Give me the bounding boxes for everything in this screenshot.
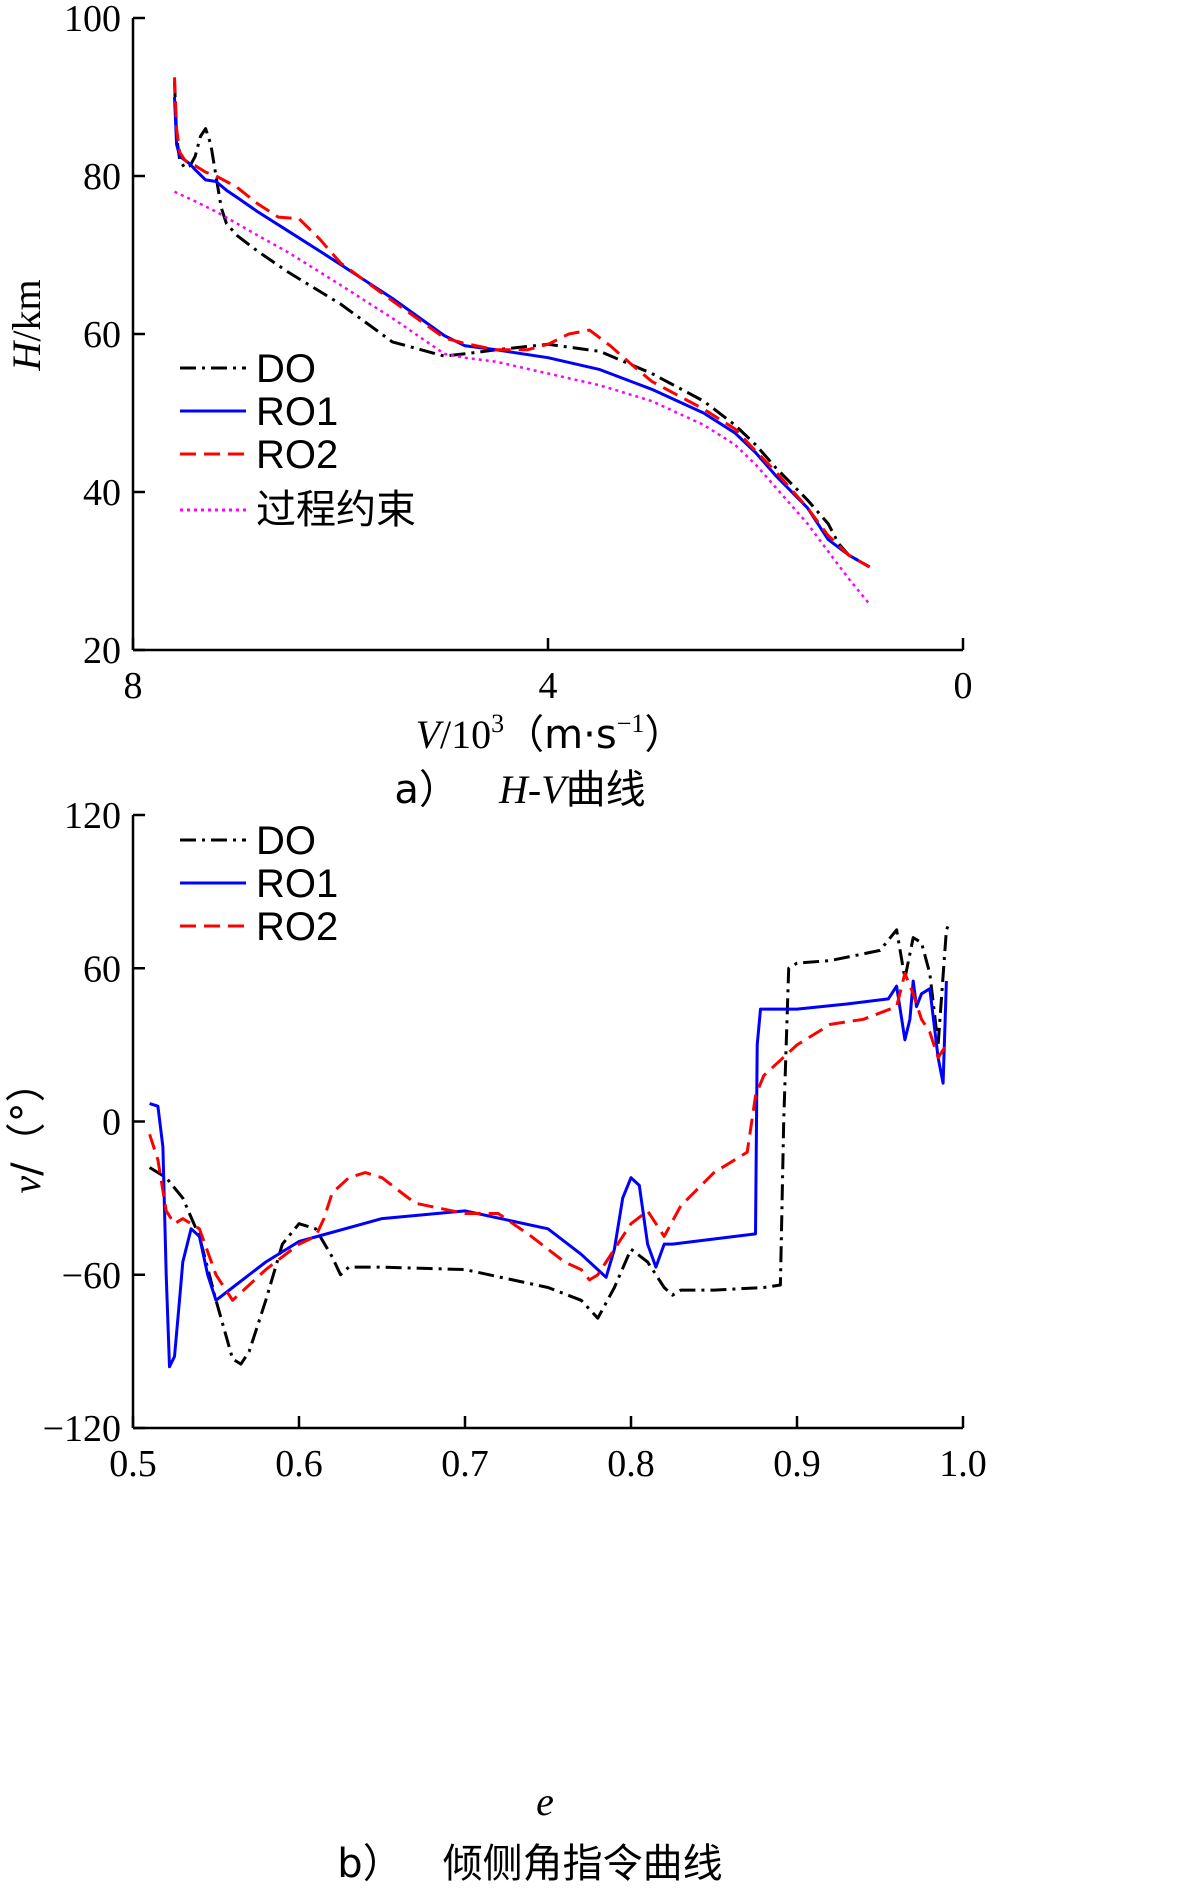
series-line-hv-ro1 [173,96,871,569]
series-line-hv-do [173,81,871,569]
x-tick-label: 0.5 [109,1443,157,1485]
legend-label-ro2: RO2 [256,905,338,949]
x-tick-label: 4 [539,665,558,707]
axes-hv [131,16,965,652]
x-axis-label-hv: V/103（m·s−1） [416,709,685,758]
x-tick-label: 0.8 [607,1443,655,1485]
legend-label-ro2: RO2 [256,433,338,477]
legend-label-do: DO [256,819,316,863]
y-tick-label: −60 [62,1255,121,1297]
x-tick-label: 8 [124,665,143,707]
x-tick-label: 0.6 [275,1443,323,1485]
plot-area-bank [148,921,952,1369]
x-tick-label: 0.7 [441,1443,489,1485]
x-tick-label: 0 [954,665,973,707]
caption-b: b） 倾侧角指令曲线 [337,1841,722,1887]
legend-bank: DO RO1 RO2 [180,819,338,949]
y-tick-label: 80 [83,156,121,198]
y-tick-label: 60 [83,314,121,356]
plot-area-hv [173,77,871,605]
axes-bank [131,813,965,1430]
y-tick-label: 40 [83,472,121,514]
tick-labels-bank: −120 −60 0 60 120 0.5 0.6 0.7 0.8 0.9 1.0 [43,795,987,1485]
x-axis-label-bank: e [536,1779,554,1824]
series-line-bank-ro1 [149,979,948,1369]
legend-label-constraint: 过程约束 [256,487,416,533]
series-line-bank-ro2 [148,971,948,1302]
caption-a: a） H-V曲线 [394,767,645,813]
x-tick-label: 1.0 [939,1443,987,1485]
y-tick-label: 100 [64,0,121,40]
y-tick-label: 20 [83,630,121,672]
y-tick-label: 60 [83,948,121,990]
legend-label-do: DO [256,347,316,391]
y-tick-label: 120 [64,795,121,837]
x-tick-label: 0.9 [773,1443,821,1485]
legend-label-ro1: RO1 [256,390,338,434]
series-line-hv-constraint [173,190,871,605]
series-line-bank-do [148,921,952,1366]
legend-label-ro1: RO1 [256,862,338,906]
legend-hv: DO RO1 RO2 过程约束 [180,347,416,533]
y-tick-label: −120 [43,1408,121,1450]
y-axis-label-bank: ν/（°） [4,1062,50,1193]
y-tick-label: 0 [102,1102,121,1144]
series-line-hv-ro2 [173,77,871,569]
y-axis-label-hv: H/km [4,279,49,371]
